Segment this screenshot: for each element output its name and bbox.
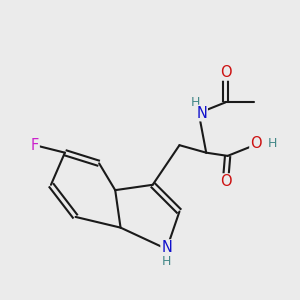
Text: H: H <box>162 255 171 268</box>
Text: O: O <box>220 65 231 80</box>
Text: F: F <box>31 138 39 153</box>
Text: N: N <box>161 240 172 255</box>
Text: O: O <box>250 136 262 151</box>
Text: O: O <box>220 174 231 189</box>
Text: H: H <box>191 96 200 109</box>
Text: N: N <box>196 106 207 121</box>
Text: H: H <box>267 137 277 150</box>
